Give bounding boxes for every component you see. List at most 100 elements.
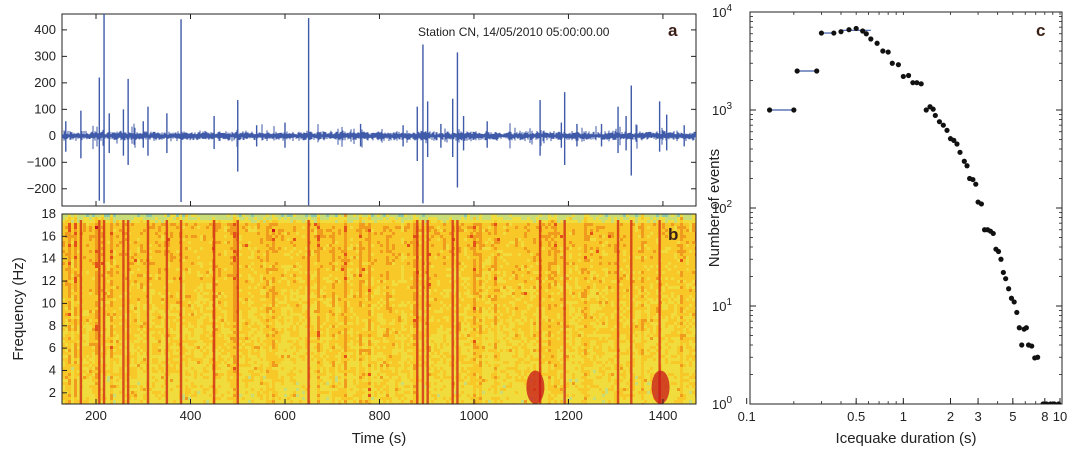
spectrogram-cell <box>221 286 224 289</box>
spectrogram-cell <box>137 385 140 388</box>
spectrogram-cell <box>137 343 140 346</box>
spectrogram-cell <box>224 400 227 403</box>
spectrogram-cell <box>215 355 218 358</box>
spectrogram-cell <box>257 244 260 247</box>
spectrogram-cell <box>245 379 248 382</box>
spectrogram-cell <box>260 334 263 337</box>
spectrogram-cell <box>272 292 275 295</box>
spectrogram-cell <box>173 274 176 277</box>
spectrogram-cell <box>62 358 65 361</box>
spectrogram-cell <box>248 382 251 385</box>
spectrogram-cell <box>173 277 176 280</box>
spectrogram-cell <box>134 307 137 310</box>
spectrogram-cell <box>260 358 263 361</box>
spectrogram-cell <box>92 322 95 325</box>
spectrogram-cell <box>182 274 185 277</box>
spectrogram-cell <box>164 400 167 403</box>
spectrogram-cell <box>83 220 86 223</box>
spectrogram-cell <box>128 331 131 334</box>
spectrogram-cell <box>116 382 119 385</box>
spectrogram-cell <box>239 247 242 250</box>
spectrogram-cell <box>107 232 110 235</box>
spectrogram-cell <box>224 337 227 340</box>
spectrogram-cell <box>287 223 290 226</box>
spectrogram-cell <box>281 235 284 238</box>
spectrogram-cell <box>164 322 167 325</box>
spectrogram-cell <box>164 283 167 286</box>
spectrogram-cell <box>77 226 80 229</box>
spectrogram-cell <box>155 370 158 373</box>
spectrogram-cell <box>170 304 173 307</box>
spectrogram-cell <box>68 328 71 331</box>
spectrogram-cell <box>245 307 248 310</box>
spectrogram-cell <box>188 268 191 271</box>
spectrogram-cell <box>92 286 95 289</box>
spectrogram-cell <box>137 289 140 292</box>
spectrogram-cell <box>83 304 86 307</box>
spectrogram-cell <box>113 328 116 331</box>
spectrogram-cell <box>242 394 245 397</box>
spectrogram-cell <box>182 346 185 349</box>
spectrogram-cell <box>134 274 137 277</box>
spectrogram-cell <box>254 235 257 238</box>
spectrogram-cell <box>149 313 152 316</box>
spectrogram-cell <box>239 277 242 280</box>
spectrogram-cell <box>233 286 236 289</box>
spectrogram-cell <box>287 400 290 403</box>
panel-a-y-tick-label: −100 <box>27 154 56 169</box>
spectrogram-cell <box>275 250 278 253</box>
spectrogram-cell <box>113 295 116 298</box>
panel-a-annotation: Station CN, 14/05/2010 05:00:00.00 <box>418 25 610 39</box>
spectrogram-cell <box>248 259 251 262</box>
spectrogram-cell <box>233 232 236 235</box>
spectrogram-cell <box>128 325 131 328</box>
spectrogram-cell <box>230 355 233 358</box>
spectrogram-cell <box>83 325 86 328</box>
spectrogram-cell <box>248 235 251 238</box>
spectrogram-cell <box>224 328 227 331</box>
spectrogram-cell <box>230 286 233 289</box>
spectrogram-cell <box>65 343 68 346</box>
spectrogram-cell <box>155 214 158 217</box>
spectrogram-cell <box>221 358 224 361</box>
spectrogram-cell <box>62 310 65 313</box>
spectrogram-cell <box>173 364 176 367</box>
spectrogram-cell <box>245 232 248 235</box>
spectrogram-cell <box>95 307 98 310</box>
spectrogram-cell <box>239 304 242 307</box>
spectrogram-cell <box>134 328 137 331</box>
spectrogram-cell <box>65 292 68 295</box>
spectrogram-cell <box>86 313 89 316</box>
spectrogram-cell <box>260 319 263 322</box>
spectrogram-cell <box>263 328 266 331</box>
spectrogram-cell <box>65 361 68 364</box>
spectrogram-cell <box>203 370 206 373</box>
spectrogram-cell <box>221 301 224 304</box>
spectrogram-cell <box>152 361 155 364</box>
spectrogram-cell <box>227 334 230 337</box>
spectrogram-cell <box>89 397 92 400</box>
spectrogram-cell <box>176 232 179 235</box>
spectrogram-cell <box>194 313 197 316</box>
spectrogram-cell <box>158 277 161 280</box>
spectrogram-cell <box>260 397 263 400</box>
spectrogram-cell <box>263 232 266 235</box>
spectrogram-cell <box>125 226 128 229</box>
spectrogram-cell <box>242 346 245 349</box>
spectrogram-cell <box>158 370 161 373</box>
spectrogram-cell <box>83 337 86 340</box>
spectrogram-cell <box>155 334 158 337</box>
spectrogram-cell <box>113 232 116 235</box>
spectrogram-cell <box>197 346 200 349</box>
spectrogram-cell <box>176 376 179 379</box>
spectrogram-cell <box>203 319 206 322</box>
spectrogram-cell <box>263 352 266 355</box>
spectrogram-cell <box>116 316 119 319</box>
spectrogram-cell <box>86 391 89 394</box>
spectrogram-cell <box>176 253 179 256</box>
spectrogram-cell <box>68 259 71 262</box>
spectrogram-cell <box>290 271 293 274</box>
spectrogram-cell <box>164 397 167 400</box>
spectrogram-cell <box>152 307 155 310</box>
spectrogram-cell <box>62 340 65 343</box>
